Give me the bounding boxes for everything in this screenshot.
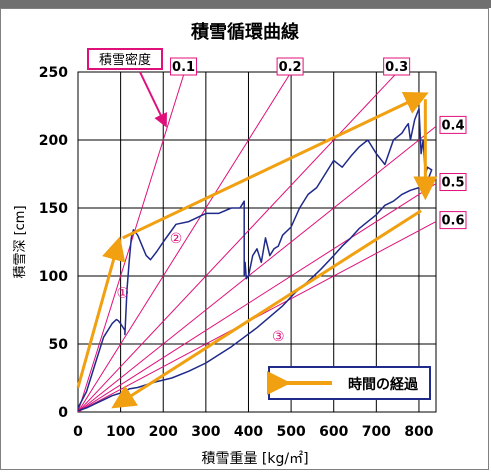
density-label-box	[439, 173, 467, 192]
density-label-box	[276, 57, 304, 76]
density-label-box	[439, 211, 467, 230]
y-tick-label: 250	[39, 65, 68, 81]
annotation-label: ①	[116, 285, 129, 301]
density-line	[78, 183, 436, 412]
x-tick-label: 400	[234, 424, 263, 440]
y-tick-labels: 0 50 100 150 200 250	[39, 65, 68, 421]
density-label: 0.4	[441, 118, 464, 133]
y-tick-label: 150	[39, 201, 68, 217]
density-label-box	[383, 57, 411, 76]
y-axis-label: 積雪深 [cm]	[13, 205, 28, 278]
chart-title: 積雪循環曲線	[190, 21, 299, 43]
density-line	[78, 72, 292, 412]
density-label: 0.5	[441, 176, 464, 191]
x-tick-label: 200	[149, 424, 178, 440]
density-label: 0.3	[385, 60, 408, 75]
chart-frame	[0, 8, 489, 470]
time-arrow	[76, 236, 126, 388]
grid-lines	[78, 71, 436, 412]
x-tick-label: 600	[319, 424, 348, 440]
density-legend-box	[87, 48, 163, 70]
density-label-box	[439, 115, 467, 134]
y-tick-label: 50	[49, 337, 69, 353]
x-tick-label: 700	[362, 424, 391, 440]
annotation-label: ②	[170, 231, 183, 247]
y-tick-label: 100	[39, 269, 68, 285]
annotations: ① ② ③	[116, 231, 284, 345]
annotation-label: ③	[272, 329, 285, 345]
time-arrows	[76, 92, 438, 409]
x-tick-label: 100	[106, 424, 135, 440]
y-tick-label: 0	[58, 405, 68, 421]
density-line	[78, 126, 436, 412]
y-tick-label: 200	[39, 133, 68, 149]
x-axis-label: 積雪重量 [kg/㎡]	[201, 451, 308, 467]
window-title-bar	[0, 0, 491, 8]
x-tick-label: 300	[191, 424, 220, 440]
density-label: 0.1	[172, 60, 195, 75]
density-legend-pointer	[139, 71, 167, 128]
x-tick-label: 0	[73, 424, 83, 440]
density-label-box	[170, 57, 198, 76]
density-line	[78, 72, 399, 412]
x-tick-label: 800	[404, 424, 433, 440]
density-label: 0.2	[279, 60, 302, 75]
snow-cycle-series	[78, 107, 433, 412]
time-legend-label: 時間の経過	[348, 376, 419, 393]
series-group	[78, 107, 433, 412]
density-legend-label: 積雪密度	[99, 52, 151, 68]
time-arrow	[122, 92, 429, 240]
x-tick-labels: 0 100 200 300 400 500 600 700 800	[73, 424, 434, 440]
x-tick-label: 500	[276, 424, 305, 440]
time-arrow	[111, 209, 422, 409]
density-labels: 0.1 0.2 0.3 0.4 0.5 0.6	[170, 57, 467, 230]
density-label: 0.6	[441, 214, 464, 229]
